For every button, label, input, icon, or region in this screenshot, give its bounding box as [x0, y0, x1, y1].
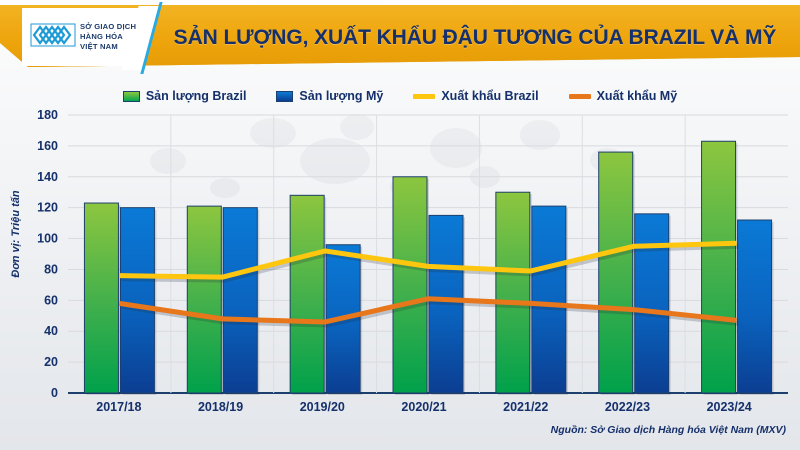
- bar-group[interactable]: [289, 194, 327, 395]
- legend-item[interactable]: Sản lượng Brazil: [122, 89, 247, 103]
- x-axis-tick-label: 2018/19: [197, 400, 244, 414]
- bar-san-luong-my[interactable]: [428, 214, 464, 394]
- bar-san-luong-my[interactable]: [222, 207, 258, 394]
- legend-item-label: Xuất khẩu Mỹ: [596, 89, 678, 103]
- legend-bar-swatch-icon: [276, 90, 294, 102]
- logo-line-1: SỞ GIAO DỊCH: [80, 21, 137, 31]
- bar-san-luong-brazil[interactable]: [83, 202, 119, 394]
- watermark-shape: [520, 120, 560, 150]
- source-note: Nguồn: Sở Giao dịch Hàng hóa Việt Nam (M…: [550, 424, 786, 436]
- x-axis-labels: 2017/18 2018/19 2019/20 2020/21 2021/22 2022/…: [68, 400, 780, 422]
- x-axis-tick-label: 2022/23: [604, 400, 651, 414]
- chart-canvas: 0 20 40 60 80 100 120 140 160 180: [37, 108, 788, 400]
- y-axis-tick-label: 100: [37, 232, 58, 246]
- header-banner: SỞ GIAO DỊCH HÀNG HÓA VIỆT NAM SẢN LƯỢNG…: [0, 0, 800, 78]
- y-axis-tick-label: 60: [44, 293, 58, 307]
- x-axis-tick-label: 2023/24: [706, 400, 752, 414]
- legend-item[interactable]: Xuất khẩu Brazil: [413, 89, 539, 103]
- bar-san-luong-brazil[interactable]: [186, 205, 222, 394]
- brand-logo-text: SỞ GIAO DỊCH HÀNG HÓA VIỆT NAM: [80, 22, 136, 53]
- bar-group[interactable]: [428, 214, 465, 395]
- bar-group[interactable]: [737, 219, 774, 395]
- logo-line-3: VIỆT NAM: [80, 42, 118, 52]
- watermark-shape: [340, 114, 374, 140]
- legend-bar-swatch-icon: [122, 90, 140, 102]
- page-title: SẢN LƯỢNG, XUẤT KHẨU ĐẬU TƯƠNG CỦA BRAZI…: [173, 26, 777, 49]
- legend-item-label: Sản lượng Mỹ: [299, 89, 384, 103]
- legend-line-swatch-icon: [568, 93, 591, 99]
- watermark-shape: [300, 138, 370, 184]
- bar-san-luong-my[interactable]: [737, 219, 773, 394]
- x-axis-tick-label: 2019/20: [299, 400, 345, 414]
- x-axis-tick-label: 2020/21: [401, 400, 447, 414]
- legend-item-label: Sản lượng Brazil: [145, 89, 247, 103]
- bar-group[interactable]: [119, 207, 157, 395]
- y-axis-tick-label: 40: [44, 324, 58, 338]
- y-axis-tick-label: 180: [37, 108, 58, 122]
- brand-logo: SỞ GIAO DỊCH HÀNG HÓA VIỆT NAM: [22, 8, 150, 66]
- chart-legend: Sản lượng Brazil Sản lượng Mỹ Xuất khẩu Br…: [0, 84, 800, 108]
- bar-san-luong-brazil[interactable]: [495, 191, 531, 394]
- legend-item[interactable]: Xuất khẩu Mỹ: [568, 89, 678, 103]
- mxv-logo-icon: [30, 18, 76, 57]
- y-axis-tick-label: 140: [37, 170, 58, 184]
- watermark-shape: [250, 118, 296, 148]
- line-xuat-khau-my[interactable]: [119, 296, 737, 325]
- legend-item-label: Xuất khẩu Brazil: [441, 89, 539, 103]
- legend-line-swatch-icon: [413, 93, 436, 99]
- bar-group[interactable]: [186, 205, 224, 395]
- x-axis-tick-label: 2017/18: [96, 400, 142, 414]
- bar-group[interactable]: [634, 213, 671, 395]
- y-axis-tick-label: 160: [37, 139, 58, 153]
- line-shadow: [121, 299, 739, 328]
- bar-group[interactable]: [222, 207, 260, 395]
- bar-group[interactable]: [392, 176, 429, 395]
- bar-san-luong-my[interactable]: [119, 207, 155, 394]
- x-axis-tick-label: 2021/22: [503, 400, 549, 414]
- y-axis-tick-label: 120: [37, 201, 58, 215]
- line-shadow: [121, 243, 739, 283]
- y-axis-tick-label: 20: [44, 355, 58, 369]
- y-axis-tick-label: 0: [51, 386, 58, 400]
- bar-group[interactable]: [495, 191, 532, 395]
- world-map-watermark: [150, 114, 624, 198]
- line-xuat-khau-brazil[interactable]: [119, 240, 737, 280]
- bar-group[interactable]: [83, 202, 121, 395]
- watermark-shape: [430, 128, 482, 168]
- bar-san-luong-my[interactable]: [634, 213, 670, 394]
- bar-group[interactable]: [531, 205, 568, 395]
- bar-san-luong-brazil[interactable]: [392, 176, 428, 394]
- bar-group[interactable]: [701, 140, 738, 395]
- y-axis-tick-label: 80: [44, 262, 58, 276]
- bar-san-luong-brazil[interactable]: [701, 140, 737, 394]
- watermark-shape: [150, 148, 186, 174]
- bar-san-luong-brazil[interactable]: [598, 151, 634, 394]
- logo-line-2: HÀNG HÓA: [80, 31, 123, 41]
- chart-plot-area: Đơn vị: Triệu tấn 0 20 40 60 80 100 120 140 160 1…: [0, 108, 800, 414]
- bar-group[interactable]: [598, 151, 635, 395]
- bar-san-luong-my[interactable]: [531, 205, 567, 394]
- watermark-shape: [210, 178, 240, 198]
- legend-item[interactable]: Sản lượng Mỹ: [276, 89, 383, 103]
- bar-san-luong-brazil[interactable]: [289, 194, 325, 394]
